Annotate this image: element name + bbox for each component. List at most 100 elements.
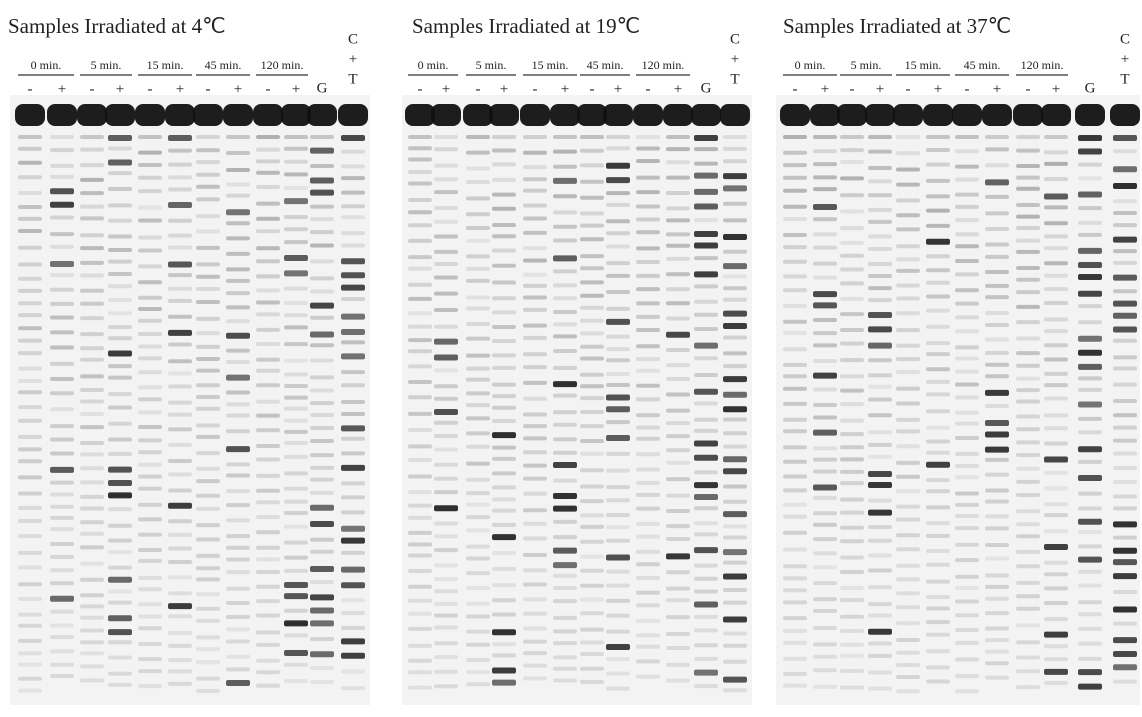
band xyxy=(840,341,864,346)
band xyxy=(523,272,547,277)
band xyxy=(341,149,365,154)
band xyxy=(284,679,308,684)
band xyxy=(256,428,280,433)
band xyxy=(523,216,547,221)
band xyxy=(896,563,920,568)
band xyxy=(492,598,516,603)
band xyxy=(955,204,979,209)
band xyxy=(553,562,577,569)
band xyxy=(636,146,660,151)
band xyxy=(226,489,250,494)
band xyxy=(284,620,308,627)
band xyxy=(256,147,280,152)
band xyxy=(138,370,162,375)
well-band xyxy=(952,104,982,126)
band xyxy=(553,615,577,620)
band xyxy=(1016,320,1040,325)
band xyxy=(523,597,547,602)
band xyxy=(606,498,630,503)
band xyxy=(310,490,334,495)
band xyxy=(523,651,547,656)
band xyxy=(138,532,162,537)
band xyxy=(926,208,950,213)
band xyxy=(868,525,892,530)
band xyxy=(1016,440,1040,445)
band xyxy=(896,489,920,494)
band xyxy=(168,502,192,509)
band xyxy=(1016,351,1040,356)
band xyxy=(408,474,432,479)
band xyxy=(636,383,660,388)
band xyxy=(926,135,950,139)
band xyxy=(80,388,104,393)
band xyxy=(138,626,162,631)
band xyxy=(108,615,132,622)
band xyxy=(523,582,547,587)
band xyxy=(985,556,1009,561)
band xyxy=(80,441,104,446)
band xyxy=(636,590,660,595)
band xyxy=(666,392,690,397)
band xyxy=(341,464,365,471)
band xyxy=(196,506,220,511)
band xyxy=(196,214,220,219)
band xyxy=(955,177,979,182)
band xyxy=(168,273,192,278)
band xyxy=(666,632,690,637)
band xyxy=(666,477,690,482)
band xyxy=(868,219,892,224)
band xyxy=(1078,569,1102,574)
band xyxy=(783,530,807,535)
well-band xyxy=(165,104,195,126)
band xyxy=(1113,382,1137,387)
band xyxy=(636,368,660,373)
band xyxy=(466,642,490,647)
band xyxy=(926,238,950,245)
band xyxy=(108,159,132,166)
band xyxy=(896,167,920,172)
band xyxy=(138,344,162,349)
band xyxy=(580,499,604,504)
band xyxy=(1044,221,1068,226)
band xyxy=(341,652,365,659)
band xyxy=(310,189,334,196)
band xyxy=(926,489,950,494)
band xyxy=(636,273,660,278)
band xyxy=(523,323,547,328)
ct-label: T xyxy=(1120,71,1129,87)
band xyxy=(896,638,920,643)
band xyxy=(1078,416,1102,421)
well-band xyxy=(1110,104,1140,126)
band xyxy=(310,439,334,444)
band xyxy=(341,400,365,405)
well-band xyxy=(982,104,1012,126)
band xyxy=(985,374,1009,379)
band xyxy=(723,511,747,518)
band xyxy=(108,259,132,264)
band xyxy=(896,417,920,422)
band xyxy=(666,190,690,195)
band xyxy=(813,495,837,500)
band xyxy=(783,429,807,434)
band xyxy=(108,479,132,486)
band xyxy=(813,387,837,392)
band xyxy=(196,262,220,267)
lane-sign: + xyxy=(821,81,829,97)
band xyxy=(341,686,365,691)
band xyxy=(284,186,308,191)
lane-sign: + xyxy=(1052,81,1060,97)
band xyxy=(813,597,837,602)
band xyxy=(492,206,516,211)
band xyxy=(694,589,718,594)
band xyxy=(18,662,42,667)
band xyxy=(553,322,577,327)
band xyxy=(985,573,1009,578)
band xyxy=(18,338,42,343)
band xyxy=(196,577,220,582)
band xyxy=(813,275,837,280)
band xyxy=(108,272,132,277)
band xyxy=(310,426,334,431)
band xyxy=(868,193,892,198)
ct-label: C xyxy=(1120,31,1130,47)
lane-sign: - xyxy=(533,81,538,97)
